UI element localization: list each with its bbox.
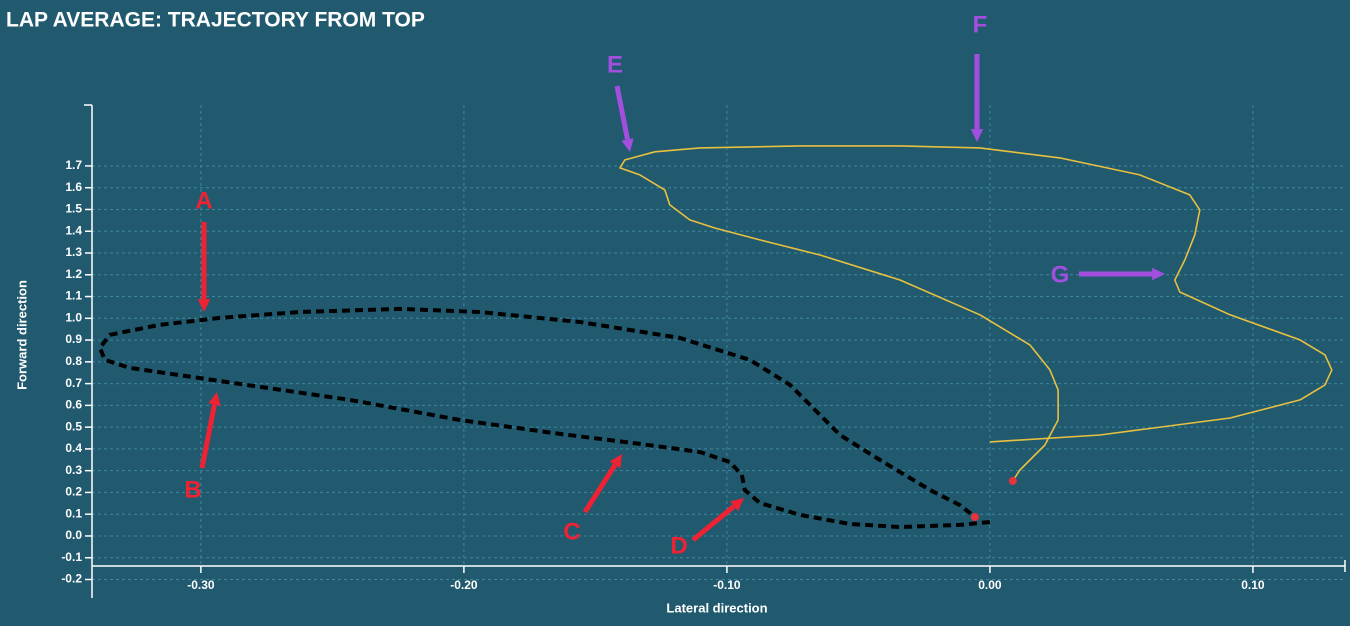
x-tick-label: 0.00 [978, 578, 1002, 592]
y-tick-label: 1.6 [65, 180, 82, 194]
annotation-arrowhead [197, 299, 211, 312]
annotation-label: C [563, 518, 580, 545]
y-tick-label: 1.0 [65, 310, 82, 324]
y-tick-label: 0.4 [65, 441, 82, 455]
y-tick-label: 1.3 [65, 245, 82, 259]
x-axis-label: Lateral direction [666, 600, 767, 615]
x-tick-label: 0.10 [1241, 578, 1265, 592]
y-tick-label: 1.4 [65, 223, 82, 237]
y-tick-label: 0.0 [65, 528, 82, 542]
y-tick-label: -0.1 [61, 550, 82, 564]
annotation-label: A [195, 187, 212, 214]
y-tick-label: 0.2 [65, 485, 82, 499]
annotation-arrowhead [1152, 267, 1165, 281]
y-tick-label: 0.5 [65, 419, 82, 433]
y-axis-label: Forward direction [14, 280, 29, 390]
x-tick-label: -0.10 [713, 578, 741, 592]
annotation-arrowhead [621, 138, 634, 152]
annotation-label: G [1051, 261, 1070, 288]
x-tick-label: -0.30 [187, 578, 215, 592]
annotation-arrow [691, 504, 736, 542]
y-tick-label: 0.7 [65, 376, 82, 390]
x-tick-label: -0.20 [450, 578, 478, 592]
plot-area [97, 145, 1333, 529]
y-tick-label: 1.7 [65, 158, 82, 172]
reference-line [97, 306, 991, 529]
end-point [970, 513, 979, 522]
annotations: A B C D E F G [184, 11, 1165, 559]
y-tick-label: 1.1 [65, 289, 82, 303]
annotation-arrowhead [208, 392, 221, 406]
y-tick-label: 0.8 [65, 354, 82, 368]
y-tick-label: 1.5 [65, 202, 82, 216]
annotation-label: E [607, 51, 623, 78]
y-tick-label: 0.9 [65, 332, 82, 346]
chart-title: LAP AVERAGE: TRAJECTORY FROM TOP [6, 9, 425, 32]
y-tick-label: 0.1 [65, 506, 82, 520]
annotation-arrowhead [609, 454, 622, 469]
annotation-arrowhead [730, 498, 744, 511]
y-tick-label: -0.2 [61, 572, 82, 586]
annotation-arrow [199, 404, 217, 469]
annotation-label: D [670, 532, 687, 559]
annotation-label: B [184, 476, 201, 503]
annotation-label: F [973, 11, 988, 38]
y-tick-label: 0.6 [65, 398, 82, 412]
annotation-arrowhead [970, 129, 984, 142]
trajectory-line [619, 145, 1333, 482]
grid [92, 105, 1345, 580]
y-tick-label: 1.2 [65, 267, 82, 281]
end-point [1008, 476, 1017, 485]
annotation-arrow [614, 85, 630, 140]
y-tick-label: 0.3 [65, 463, 82, 477]
annotation-arrow [582, 463, 618, 514]
